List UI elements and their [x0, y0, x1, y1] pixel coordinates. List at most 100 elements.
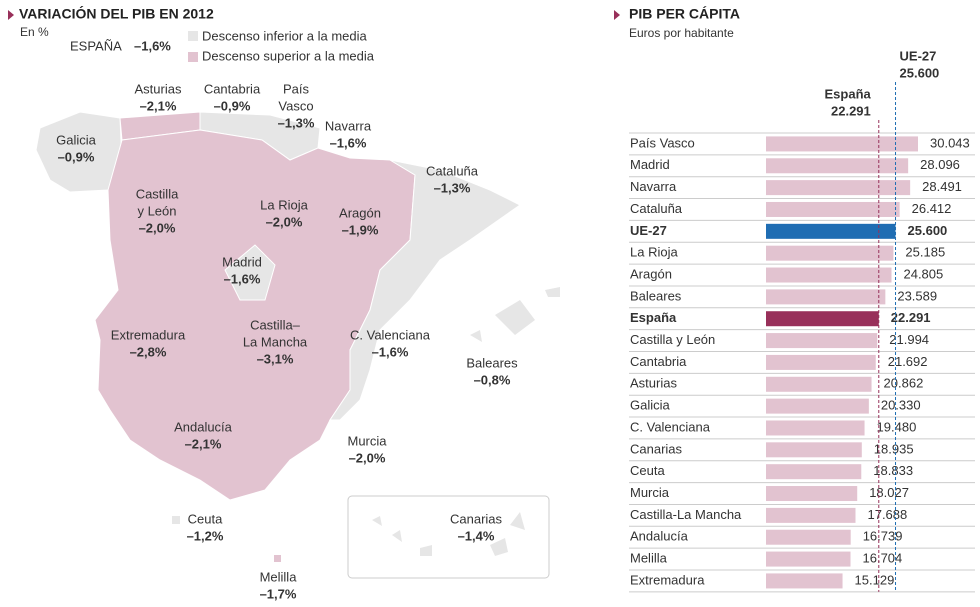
title-marker — [8, 10, 14, 20]
category-label: Cataluña — [630, 201, 683, 216]
value-label: 23.589 — [897, 288, 937, 303]
region-name: La Mancha — [243, 334, 308, 349]
category-label: País Vasco — [630, 135, 695, 150]
value-label: 30.043 — [930, 135, 970, 150]
bar — [766, 136, 918, 152]
bar — [766, 180, 911, 196]
region-value: –1,6% — [224, 271, 261, 286]
region-name: Ceuta — [188, 511, 223, 526]
category-label: Ceuta — [630, 463, 665, 478]
category-label: Cantabria — [630, 354, 687, 369]
region-name: Canarias — [450, 511, 503, 526]
region-name: C. Valenciana — [350, 327, 431, 342]
region-value: –2,1% — [185, 436, 222, 451]
bar — [766, 333, 878, 349]
value-label: 18.833 — [873, 463, 913, 478]
reference-name: España — [825, 86, 872, 101]
region-value: –2,0% — [139, 220, 176, 235]
region-name: Vasco — [278, 98, 313, 113]
category-label: Canarias — [630, 441, 683, 456]
region-value: –3,1% — [257, 351, 294, 366]
region-value: –2,0% — [349, 450, 386, 465]
bar — [766, 311, 879, 327]
region-value: –2,1% — [140, 98, 177, 113]
region-name: Navarra — [325, 118, 372, 133]
region-name: Madrid — [222, 254, 262, 269]
chart-subtitle: Euros por habitante — [629, 26, 734, 40]
category-label: Asturias — [630, 376, 677, 391]
melilla-shape — [274, 555, 281, 562]
canarias-shape — [372, 512, 525, 556]
region-value: –1,2% — [187, 528, 224, 543]
category-label: UE-27 — [630, 223, 667, 238]
legend-label: Descenso inferior a la media — [202, 28, 368, 43]
bar — [766, 486, 858, 502]
region-value: –1,7% — [260, 586, 297, 601]
bar — [766, 507, 856, 523]
bar — [766, 529, 851, 545]
region-name: Cantabria — [204, 81, 261, 96]
value-label: 18.935 — [874, 441, 914, 456]
baleares-shape — [470, 287, 560, 342]
category-label: Murcia — [630, 485, 670, 500]
category-label: Andalucía — [630, 529, 689, 544]
bar — [766, 376, 872, 392]
region-name: Galicia — [56, 132, 97, 147]
value-label: 15.129 — [855, 572, 895, 587]
bar — [766, 398, 869, 414]
region-value: –2,0% — [266, 214, 303, 229]
value-label: 21.994 — [889, 332, 929, 347]
region-value: –1,6% — [372, 344, 409, 359]
value-label: 25.600 — [908, 223, 948, 238]
category-label: La Rioja — [630, 245, 678, 260]
value-label: 16.704 — [863, 551, 903, 566]
category-label: Madrid — [630, 157, 670, 172]
map-unit: En % — [20, 25, 49, 39]
bar — [766, 267, 892, 283]
value-label: 21.692 — [888, 354, 928, 369]
legend-swatch — [188, 52, 198, 62]
spain-value: –1,6% — [134, 38, 171, 53]
value-label: 20.862 — [884, 376, 924, 391]
value-label: 19.480 — [877, 419, 917, 434]
category-label: Baleares — [630, 288, 682, 303]
bar — [766, 223, 896, 239]
category-label: Castilla-La Mancha — [630, 507, 742, 522]
value-label: 28.491 — [922, 179, 962, 194]
interior-pink-shape — [94, 129, 416, 501]
value-label: 22.291 — [891, 310, 931, 325]
category-label: España — [630, 310, 677, 325]
region-name: Cataluña — [426, 163, 479, 178]
spain-label: ESPAÑA — [70, 38, 122, 53]
region-value: –2,8% — [130, 344, 167, 359]
bar — [766, 289, 886, 305]
east-gray-shape — [329, 159, 521, 421]
reference-value: 22.291 — [831, 103, 871, 118]
region-name: Aragón — [339, 205, 381, 220]
value-label: 16.739 — [863, 529, 903, 544]
madrid-shape — [224, 244, 276, 301]
category-label: Aragón — [630, 266, 672, 281]
value-label: 18.027 — [869, 485, 909, 500]
value-label: 24.805 — [903, 266, 943, 281]
bar — [766, 573, 843, 589]
value-label: 26.412 — [912, 201, 952, 216]
region-name: Asturias — [135, 81, 182, 96]
region-name: Castilla– — [250, 317, 301, 332]
legend-label: Descenso superior a la media — [202, 48, 375, 63]
legend-swatch — [188, 31, 198, 41]
value-label: 25.185 — [905, 245, 945, 260]
region-name: Baleares — [466, 355, 518, 370]
category-label: Extremadura — [630, 572, 705, 587]
bar — [766, 158, 909, 174]
reference-value: 25.600 — [900, 65, 940, 80]
region-value: –0,9% — [214, 98, 251, 113]
bar — [766, 245, 894, 261]
region-value: –0,8% — [474, 372, 511, 387]
region-value: –0,9% — [58, 149, 95, 164]
region-value: –1,3% — [278, 115, 315, 130]
region-value: –1,9% — [342, 222, 379, 237]
value-label: 28.096 — [920, 157, 960, 172]
bar — [766, 464, 862, 480]
